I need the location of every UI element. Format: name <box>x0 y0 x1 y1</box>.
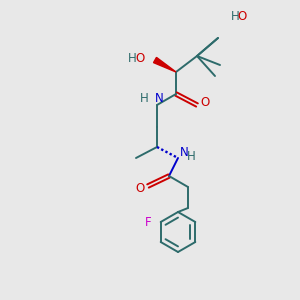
Text: F: F <box>146 215 152 229</box>
Text: H: H <box>128 52 137 64</box>
Text: H: H <box>187 151 196 164</box>
Text: O: O <box>135 182 145 194</box>
Text: H: H <box>140 92 149 106</box>
Text: N: N <box>155 92 164 106</box>
Text: O: O <box>200 97 210 110</box>
Text: O: O <box>237 10 246 22</box>
Polygon shape <box>154 57 176 72</box>
Text: O: O <box>136 52 145 64</box>
Text: N: N <box>180 146 189 160</box>
Text: H: H <box>231 10 240 22</box>
